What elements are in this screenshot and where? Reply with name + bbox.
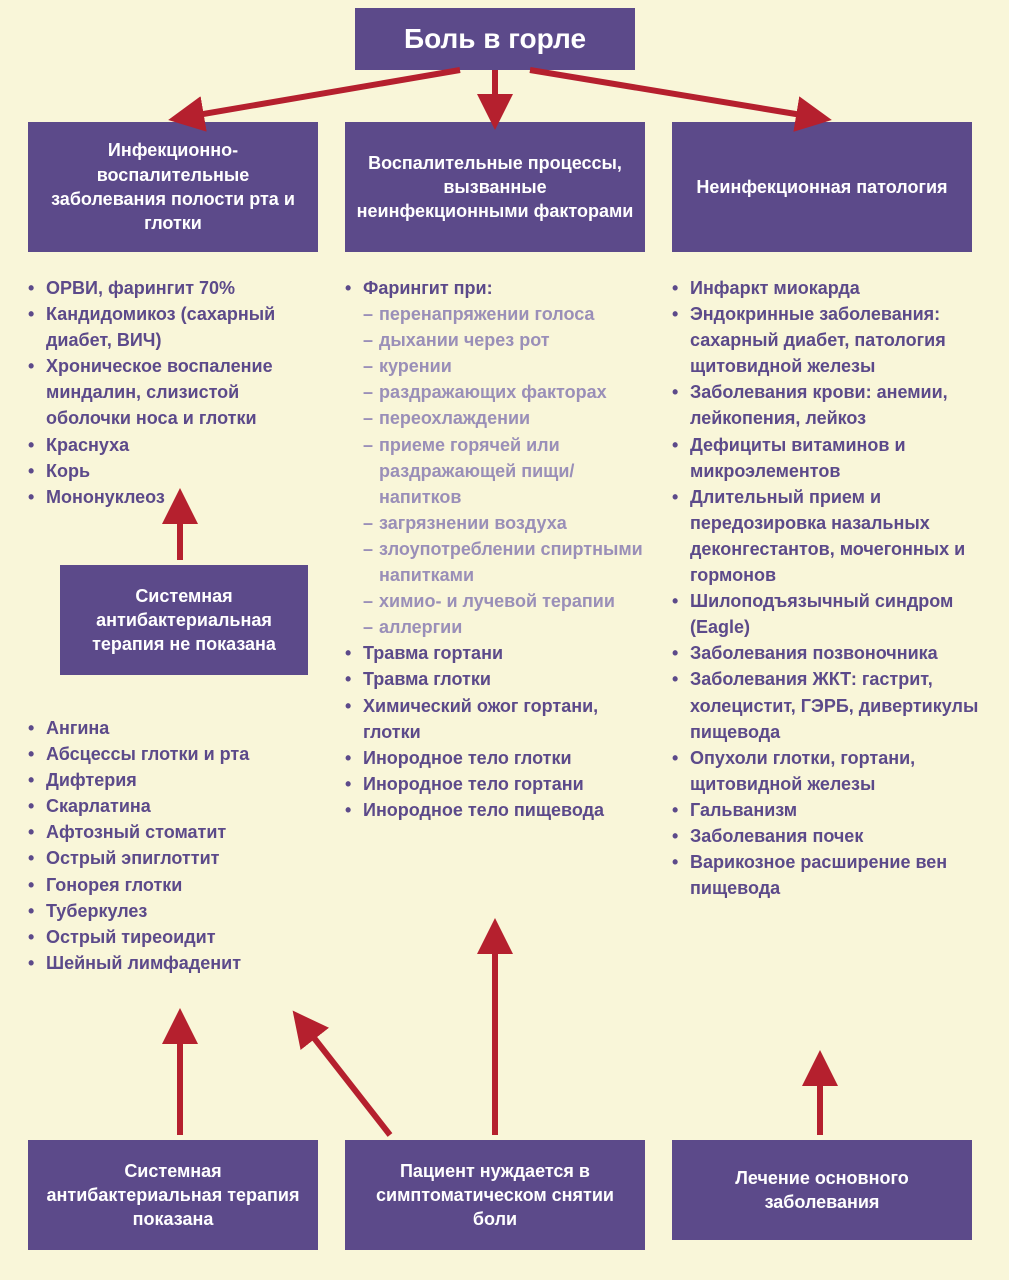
col2tail-item: Травма глотки bbox=[345, 666, 655, 692]
col1a-item: Корь bbox=[28, 458, 328, 484]
col1a-item: Краснуха bbox=[28, 432, 328, 458]
category-box-3: Неинфекционная патология bbox=[672, 122, 972, 252]
mid-box: Системная антибактериальная терапия не п… bbox=[60, 565, 308, 675]
col1-list-a: ОРВИ, фарингит 70%Кандидомикоз (сахарный… bbox=[28, 275, 328, 510]
col1a-item: Кандидомикоз (сахарный диабет, ВИЧ) bbox=[28, 301, 328, 353]
col1b-item: Острый тиреоидит bbox=[28, 924, 328, 950]
col3-item: Варикозное расширение вен пищевода bbox=[672, 849, 992, 901]
col3-item: Шилоподъязычный синдром (Eagle) bbox=[672, 588, 992, 640]
col2tail-item: Травма гортани bbox=[345, 640, 655, 666]
col3-list: Инфаркт миокардаЭндокринные заболевания:… bbox=[672, 275, 992, 901]
col2-list: Фарингит при: перенапряжении голосадыхан… bbox=[345, 275, 655, 823]
bottom-box-3: Лечение основного заболевания bbox=[672, 1140, 972, 1240]
col3-item: Опухоли глотки, гортани, щитовидной желе… bbox=[672, 745, 992, 797]
category-box-2: Воспалительные процессы, вызванные неинф… bbox=[345, 122, 645, 252]
col1b-item: Афтозный стоматит bbox=[28, 819, 328, 845]
col1b-item: Гонорея глотки bbox=[28, 872, 328, 898]
col1b-item: Шейный лимфаденит bbox=[28, 950, 328, 976]
col2tail-item: Инородное тело гортани bbox=[345, 771, 655, 797]
bottom-box-1: Системная антибактериальная терапия пока… bbox=[28, 1140, 318, 1250]
col3-item: Гальванизм bbox=[672, 797, 992, 823]
col2tail-item: Инородное тело глотки bbox=[345, 745, 655, 771]
col1-list-b: АнгинаАбсцессы глотки и ртаДифтерияСкарл… bbox=[28, 715, 328, 976]
col1a-item: Мононуклеоз bbox=[28, 484, 328, 510]
col2tail-item: Инородное тело пищевода bbox=[345, 797, 655, 823]
col2-sub-item: раздражающих факторах bbox=[363, 379, 655, 405]
col1a-item: ОРВИ, фарингит 70% bbox=[28, 275, 328, 301]
col3-item: Эндокринные заболевания: сахарный диабет… bbox=[672, 301, 992, 379]
title-box: Боль в горле bbox=[355, 8, 635, 70]
col2-sub-item: курении bbox=[363, 353, 655, 379]
col2-sub-item: переохлаждении bbox=[363, 405, 655, 431]
col1a-item: Хроническое воспаление миндалин, слизист… bbox=[28, 353, 328, 431]
col3-item: Заболевания крови: анемии, лейкопения, л… bbox=[672, 379, 992, 431]
col2-lead-item: Фарингит при: bbox=[345, 275, 655, 301]
col3-item: Заболевания почек bbox=[672, 823, 992, 849]
col2-sub-item: злоупотреблении спиртными напитками bbox=[363, 536, 655, 588]
col3-item: Заболевания ЖКТ: гастрит, холецистит, ГЭ… bbox=[672, 666, 992, 744]
col1b-item: Туберкулез bbox=[28, 898, 328, 924]
col2-sub-item: приеме горячей или раздражающей пищи/ на… bbox=[363, 432, 655, 510]
col2-sub-item: аллергии bbox=[363, 614, 655, 640]
col2-sub-item: перенапряжении голоса bbox=[363, 301, 655, 327]
col1b-item: Острый эпиглоттит bbox=[28, 845, 328, 871]
col1b-item: Дифтерия bbox=[28, 767, 328, 793]
category-box-1: Инфекционно-воспалительные заболевания п… bbox=[28, 122, 318, 252]
col1b-item: Скарлатина bbox=[28, 793, 328, 819]
col3-item: Заболевания позвоночника bbox=[672, 640, 992, 666]
col2tail-item: Химический ожог гортани, глотки bbox=[345, 693, 655, 745]
col3-item: Дефициты витаминов и микроэлементов bbox=[672, 432, 992, 484]
col2-sub-item: химио- и лучевой терапии bbox=[363, 588, 655, 614]
col2-sub-item: дыхании через рот bbox=[363, 327, 655, 353]
col1b-item: Абсцессы глотки и рта bbox=[28, 741, 328, 767]
col3-item: Инфаркт миокарда bbox=[672, 275, 992, 301]
col1b-item: Ангина bbox=[28, 715, 328, 741]
bottom-box-2: Пациент нуждается в симптоматическом сня… bbox=[345, 1140, 645, 1250]
col2-sub-item: загрязнении воздуха bbox=[363, 510, 655, 536]
col3-item: Длительный прием и передозировка назальн… bbox=[672, 484, 992, 588]
